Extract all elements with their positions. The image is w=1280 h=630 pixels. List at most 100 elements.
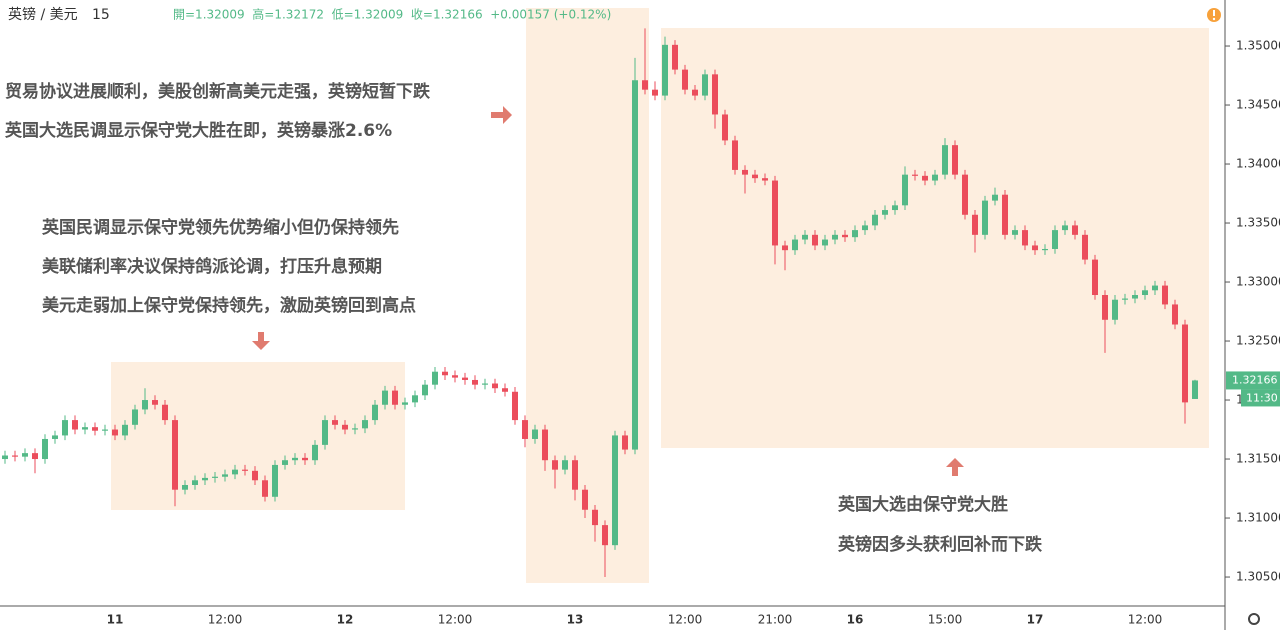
candle-body <box>1152 285 1158 291</box>
candle-body <box>82 427 88 430</box>
candle-body <box>712 74 718 115</box>
candle-body <box>652 89 658 96</box>
candle-body <box>932 174 938 181</box>
candle-body <box>272 464 278 497</box>
candle-body <box>992 194 998 201</box>
candle-body <box>532 429 538 439</box>
candle-body <box>632 80 638 450</box>
candle-body <box>222 474 228 477</box>
candle-body <box>562 460 568 470</box>
x-tick-label: 12 <box>337 613 354 627</box>
candle-body <box>322 420 328 445</box>
gear <box>1248 613 1260 625</box>
candle-body <box>542 429 548 461</box>
x-tick-label: 13 <box>567 613 584 627</box>
candle-body <box>592 509 598 526</box>
y-tick-label: 1.31000 <box>1236 511 1280 525</box>
candle-body <box>982 200 988 235</box>
candle-body <box>1122 298 1128 300</box>
x-tick-label: 12:00 <box>438 613 473 627</box>
candle-body <box>1072 225 1078 235</box>
candle-body <box>62 420 68 436</box>
candle-body <box>502 388 508 392</box>
x-tick-label: 12:00 <box>668 613 703 627</box>
candle-body <box>102 429 108 431</box>
x-tick-label: 11 <box>107 613 124 627</box>
annotation: 英国大选民调显示保守党大胜在即，英镑暴涨2.6% <box>5 120 392 141</box>
candle-body <box>582 489 588 510</box>
candle-body <box>2 455 8 460</box>
candle-body <box>182 484 188 490</box>
candle-body <box>892 205 898 211</box>
candle-body <box>702 74 708 96</box>
annotation: 英镑因多头获利回补而下跌 <box>838 534 1043 555</box>
candle-body <box>292 457 298 461</box>
candle-body <box>782 245 788 251</box>
candle-body <box>1192 380 1198 399</box>
candle-body <box>1162 285 1168 305</box>
candle-body <box>242 469 248 471</box>
candle-body <box>162 404 168 421</box>
candle-body <box>312 444 318 461</box>
candle-body <box>1022 230 1028 246</box>
candle-body <box>412 395 418 403</box>
candle-body <box>472 379 478 385</box>
candle-body <box>262 480 268 497</box>
candle-body <box>922 175 928 181</box>
symbol: 英镑 / 美元 <box>8 6 78 23</box>
candle-body <box>382 390 388 405</box>
candle-body <box>1002 194 1008 235</box>
countdown-tag <box>1241 389 1280 407</box>
candle-body <box>132 409 138 425</box>
candle-body <box>1052 230 1058 249</box>
candle-body <box>1142 290 1148 296</box>
candle-body <box>452 375 458 378</box>
annotation: 贸易协议进展顺利，美股创新高美元走强，英镑短暂下跌 <box>5 81 431 102</box>
alert-icon <box>1207 8 1221 22</box>
candle-body <box>842 234 848 238</box>
candles <box>2 28 1198 578</box>
candle-body <box>282 460 288 465</box>
candle-body <box>672 44 678 70</box>
candle-body <box>1112 299 1118 320</box>
candle-body <box>822 239 828 246</box>
candle-body <box>482 383 488 385</box>
candle-body <box>342 424 348 430</box>
candle-body <box>1042 248 1048 251</box>
candle-body <box>302 457 308 461</box>
candle-body <box>962 174 968 215</box>
alert-dot <box>1212 17 1216 21</box>
candle-body <box>52 435 58 439</box>
candle-body <box>92 427 98 431</box>
last-price-tag <box>1226 371 1280 390</box>
candle-body <box>192 480 198 485</box>
annotation: 美联储利率决议保持鸽派论调，打压升息预期 <box>42 256 382 277</box>
candle-body <box>1062 225 1068 231</box>
candle-body <box>762 178 768 181</box>
candle-body <box>662 44 668 96</box>
candle-body <box>972 214 978 235</box>
candle-body <box>1102 295 1108 320</box>
annotation: 英国民调显示保守党领先优势缩小但仍保持领先 <box>42 217 399 238</box>
candle-body <box>1182 324 1188 403</box>
x-tick-label: 16 <box>847 613 864 627</box>
candle-body <box>752 174 758 179</box>
annotation: 美元走弱加上保守党保持领先，激励英镑回到高点 <box>42 295 416 316</box>
candle-body <box>422 384 428 396</box>
highlight-box <box>111 362 405 510</box>
candle-body <box>402 402 408 405</box>
y-tick-label: 1.31500 <box>1236 452 1280 466</box>
candle-body <box>12 455 18 457</box>
candle-body <box>872 214 878 226</box>
candle-body <box>1172 304 1178 325</box>
y-tick-label: 1.35000 <box>1236 39 1280 53</box>
arrows <box>252 106 964 476</box>
annotation: 英国大选由保守党大胜 <box>838 494 1008 515</box>
candle-body <box>622 435 628 450</box>
candle-body <box>572 460 578 490</box>
candle-body <box>372 404 378 421</box>
candle-body <box>172 420 178 490</box>
highlight-box <box>661 28 1209 448</box>
candle-body <box>552 460 558 470</box>
